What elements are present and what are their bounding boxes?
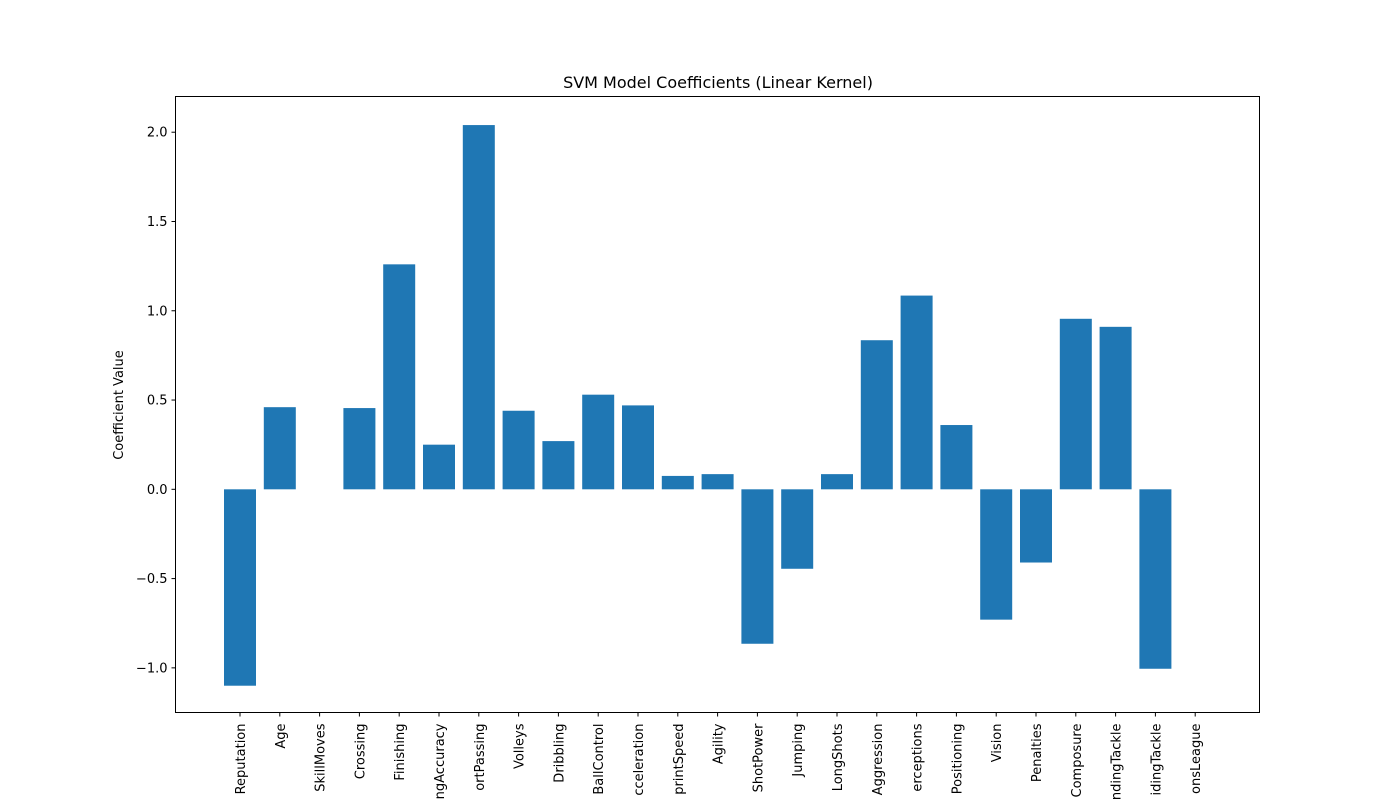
x-tick-label: Dribbling bbox=[552, 724, 567, 783]
x-tick-label: Agility bbox=[712, 723, 727, 764]
bar-idingTackle bbox=[1139, 489, 1172, 669]
bar-cceleration bbox=[622, 405, 654, 490]
x-tick-label: Crossing bbox=[353, 724, 368, 780]
x-tick-label: erceptions bbox=[911, 723, 926, 791]
x-axis: Reputation Age SkillMoves Crossing Finishing… bbox=[234, 712, 1204, 800]
x-tick-label: Reputation bbox=[234, 724, 249, 795]
y-axis-label: Coefficient Value bbox=[112, 350, 127, 460]
x-tick-label: BallControl bbox=[592, 724, 607, 795]
bar-Jumping bbox=[781, 489, 814, 569]
chart-title: SVM Model Coefficients (Linear Kernel) bbox=[563, 73, 873, 92]
x-tick-label: Age bbox=[274, 724, 289, 749]
x-tick-label: ngAccuracy bbox=[433, 723, 448, 799]
bar-ortPassing bbox=[462, 125, 495, 490]
x-tick-label: ndingTackle bbox=[1110, 724, 1125, 800]
x-tick-label: Aggression bbox=[871, 724, 886, 796]
bar-Composure bbox=[1059, 318, 1092, 490]
bars-group bbox=[224, 125, 1172, 686]
bar-printSpeed bbox=[661, 475, 694, 490]
bar-BallControl bbox=[582, 394, 615, 490]
bar-Age bbox=[263, 407, 296, 490]
x-tick-label: Volleys bbox=[513, 723, 528, 769]
x-tick-label: onsLeague bbox=[1189, 724, 1204, 794]
y-tick-label: −1.0 bbox=[136, 661, 168, 676]
bar-Agility bbox=[701, 474, 734, 490]
y-axis: −1.0 −0.5 0.0 0.5 1.0 1.5 2.0 bbox=[136, 126, 176, 676]
bar-Dribbling bbox=[542, 441, 575, 490]
bar-Vision bbox=[980, 489, 1013, 620]
plot-frame bbox=[175, 96, 1260, 713]
y-tick-label: 0.0 bbox=[147, 483, 168, 498]
bar-Reputation bbox=[224, 489, 256, 686]
x-tick-label: Finishing bbox=[393, 724, 408, 781]
x-tick-label: ortPassing bbox=[473, 724, 488, 791]
x-tick-label: Composure bbox=[1070, 724, 1085, 798]
bar-Positioning bbox=[940, 425, 973, 490]
y-tick-label: 1.5 bbox=[147, 215, 168, 230]
bar-Crossing bbox=[343, 408, 376, 490]
y-tick-label: 2.0 bbox=[147, 126, 168, 141]
x-tick-label: Jumping bbox=[791, 724, 806, 778]
bar-Penalties bbox=[1020, 489, 1052, 563]
bar-ndingTackle bbox=[1099, 326, 1132, 490]
x-tick-label: LongShots bbox=[831, 723, 846, 791]
bar-Finishing bbox=[383, 264, 416, 490]
y-tick-label: 1.0 bbox=[147, 304, 168, 319]
x-tick-label: ShotPower bbox=[751, 723, 766, 793]
y-tick-label: −0.5 bbox=[136, 572, 168, 587]
x-tick-label: printSpeed bbox=[672, 724, 687, 795]
x-tick-label: idingTackle bbox=[1149, 724, 1164, 796]
x-tick-label: Penalties bbox=[1030, 723, 1045, 782]
x-tick-label: Positioning bbox=[950, 724, 965, 795]
bar-ngAccuracy bbox=[423, 444, 455, 490]
bar-LongShots bbox=[821, 474, 853, 490]
x-tick-label: Vision bbox=[990, 724, 1005, 763]
x-tick-label: cceleration bbox=[632, 724, 647, 796]
bar-ShotPower bbox=[741, 489, 774, 644]
bar-erceptions bbox=[900, 295, 933, 490]
x-tick-label: SkillMoves bbox=[314, 723, 329, 791]
bar-Aggression bbox=[860, 340, 893, 490]
bar-Volleys bbox=[502, 410, 535, 490]
y-tick-label: 0.5 bbox=[147, 394, 168, 409]
